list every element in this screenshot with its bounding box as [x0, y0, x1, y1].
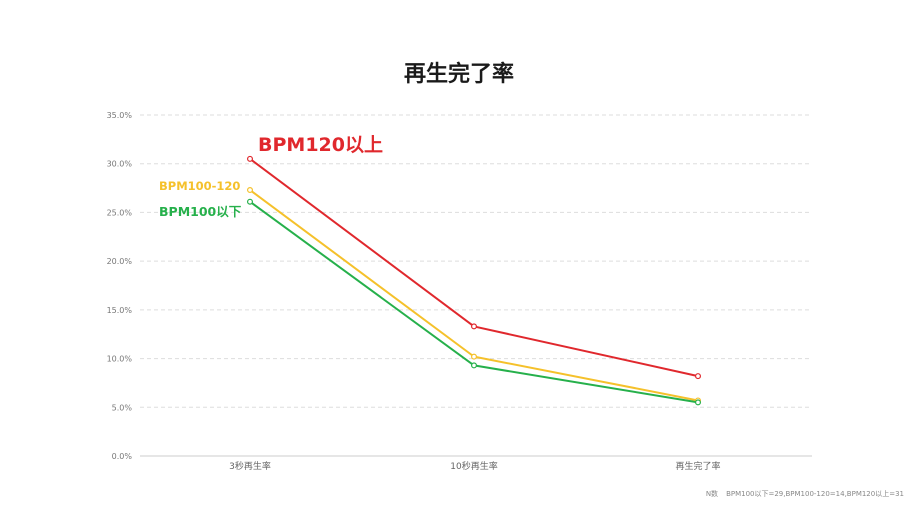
x-tick-label: 10秒再生率 — [450, 460, 497, 472]
y-tick-label: 30.0% — [107, 160, 133, 169]
series-lines — [247, 155, 701, 406]
y-tick-label: 5.0% — [112, 403, 133, 412]
y-tick-label: 15.0% — [107, 306, 133, 315]
y-tick-label: 25.0% — [107, 208, 133, 217]
series-path — [249, 158, 699, 378]
data-point — [247, 155, 254, 162]
data-point — [471, 353, 478, 360]
data-point — [694, 373, 701, 380]
data-point — [247, 187, 254, 194]
data-point — [471, 323, 478, 330]
y-axis-ticks: 0.0% 5.0% 10.0% 15.0% 20.0% 25.0% 30.0% 35.0% — [107, 111, 133, 461]
footnote-label: N数 — [705, 490, 719, 498]
y-tick-label: 10.0% — [107, 355, 133, 364]
series-path — [249, 200, 699, 404]
data-point — [471, 362, 478, 369]
chart-title: 再生完了率 — [403, 62, 514, 87]
y-tick-label: 20.0% — [107, 257, 133, 266]
series-label: BPM120以上 — [258, 134, 383, 156]
footnote: N数 BPM100以下=29,BPM100-120=14,BPM120以上=31 — [706, 489, 904, 499]
data-point — [247, 198, 254, 205]
x-tick-label: 再生完了率 — [675, 460, 720, 472]
series-label: BPM100-120 — [159, 179, 240, 193]
y-tick-label: 35.0% — [107, 111, 133, 120]
gridlines — [140, 114, 812, 457]
footnote-text: BPM100以下=29,BPM100-120=14,BPM120以上=31 — [726, 490, 904, 498]
series-label: BPM100以下 — [159, 204, 242, 219]
y-tick-label: 0.0% — [112, 452, 133, 461]
series-line — [247, 198, 701, 406]
x-tick-label: 3秒再生率 — [229, 460, 271, 472]
series-path — [249, 189, 699, 402]
data-point — [694, 399, 701, 406]
series-line — [247, 187, 701, 404]
series-labels: BPM120以上 BPM100-120 BPM100以下 — [159, 134, 383, 219]
series-line — [247, 155, 701, 380]
x-axis-ticks: 3秒再生率 10秒再生率 再生完了率 — [229, 460, 720, 472]
